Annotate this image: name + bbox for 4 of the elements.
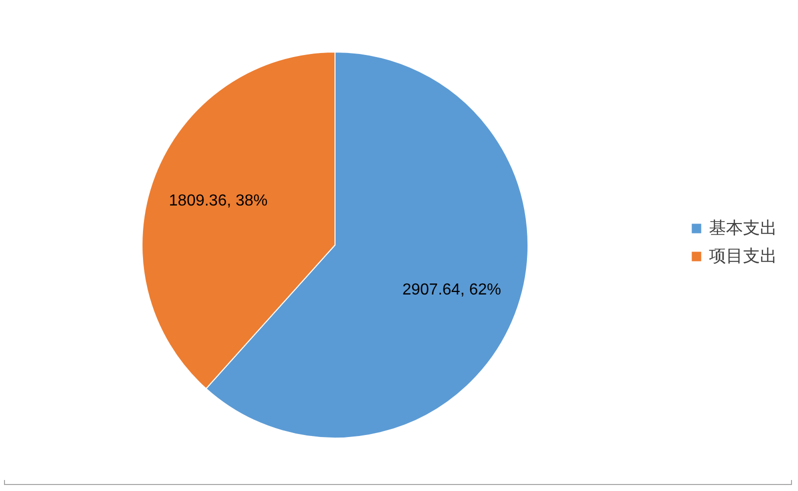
data-label: 1809.36, 38% [168,192,268,210]
legend-label: 基本支出 [709,218,777,238]
data-label: 2907.64, 62% [402,282,502,299]
legend-label: 项目支出 [709,246,777,266]
